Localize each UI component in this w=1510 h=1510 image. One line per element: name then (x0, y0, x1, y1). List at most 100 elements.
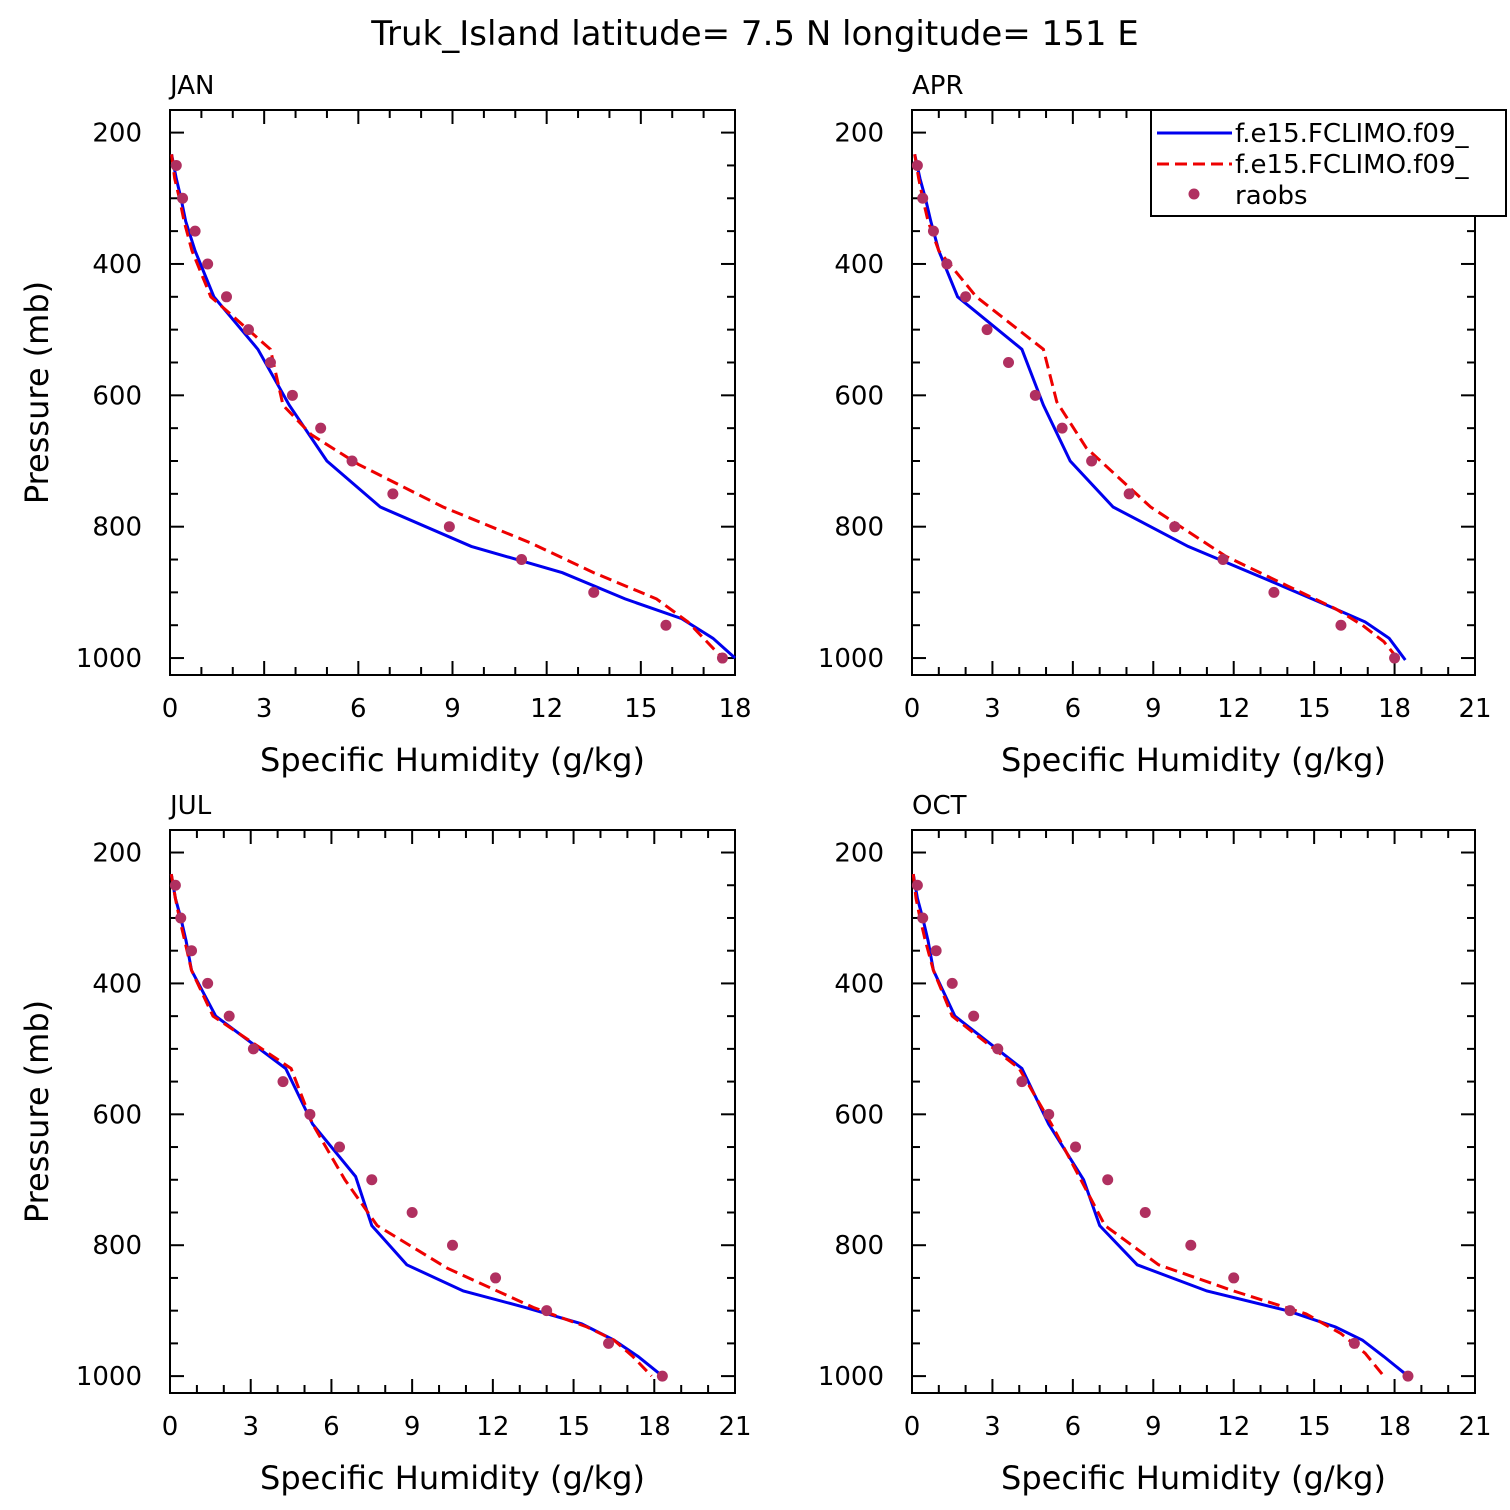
x-tick-label: 12 (1217, 694, 1250, 724)
x-axis-label: Specific Humidity (g/kg) (1001, 1459, 1386, 1497)
x-tick-label: 3 (984, 694, 1001, 724)
y-tick-label: 1000 (818, 1362, 884, 1392)
plot-frame (169, 829, 736, 1394)
series-line-dashed (170, 154, 724, 660)
x-tick-label: 3 (256, 694, 273, 724)
raobs-point (911, 879, 923, 891)
raobs-point (588, 586, 600, 598)
x-tick-label: 6 (1065, 1412, 1082, 1442)
legend-marker (1188, 188, 1200, 200)
x-tick-label: 12 (476, 1412, 509, 1442)
x-tick-label: 15 (557, 1412, 590, 1442)
y-tick-label: 600 (92, 1100, 142, 1130)
x-tick-label: 0 (904, 694, 921, 724)
raobs-point (968, 1010, 980, 1022)
raobs-point (927, 225, 939, 237)
raobs-point (1070, 1141, 1082, 1153)
raobs-point (1016, 1076, 1028, 1088)
raobs-point (189, 225, 201, 237)
y-tick-label: 800 (92, 513, 142, 543)
y-tick-label: 400 (92, 250, 142, 280)
raobs-point (992, 1043, 1004, 1055)
x-tick-label: 15 (1298, 1412, 1331, 1442)
x-tick-label: 18 (638, 1412, 671, 1442)
y-tick-label: 600 (92, 381, 142, 411)
legend-box (1150, 109, 1507, 217)
y-tick-label: 800 (92, 1231, 142, 1261)
x-tick-label: 3 (984, 1412, 1001, 1442)
raobs-point (960, 291, 972, 303)
x-tick-label: 0 (904, 1412, 921, 1442)
x-tick-label: 9 (404, 1412, 421, 1442)
y-axis-label: Pressure (mb) (18, 281, 56, 504)
y-tick-label: 200 (834, 839, 884, 869)
raobs-point (1389, 652, 1401, 664)
raobs-point (656, 1370, 668, 1382)
series-line-solid (169, 873, 664, 1378)
raobs-point (387, 488, 399, 500)
series-line-solid (170, 154, 737, 660)
raobs-point (1402, 1370, 1414, 1382)
raobs-point (917, 912, 929, 924)
raobs-point (1268, 586, 1280, 598)
raobs-point (286, 389, 298, 401)
x-tick-label: 9 (444, 694, 461, 724)
raobs-point (221, 291, 232, 303)
raobs-point (1169, 521, 1181, 533)
y-tick-label: 1000 (76, 644, 142, 674)
x-tick-label: 21 (1458, 694, 1491, 724)
x-tick-label: 9 (1145, 694, 1162, 724)
raobs-point (941, 258, 953, 270)
raobs-point (175, 912, 187, 924)
x-tick-label: 21 (718, 1412, 751, 1442)
legend-label: f.e15.FCLIMO.f09_ (1235, 150, 1469, 180)
raobs-point (490, 1272, 502, 1284)
raobs-point (170, 159, 182, 171)
x-tick-label: 6 (323, 1412, 340, 1442)
x-tick-label: 18 (718, 694, 751, 724)
panel-label: OCT (912, 791, 967, 821)
raobs-point (917, 192, 929, 204)
raobs-point (443, 521, 455, 533)
panel-jul: 0 3 6 9 12 15 18 21 200 400 600 800 1000 JUL Specific … (18, 791, 752, 1497)
x-axis-label: Specific Humidity (g/kg) (1001, 741, 1386, 779)
x-tick-label: 15 (1298, 694, 1331, 724)
raobs-point (716, 652, 728, 664)
x-tick-label: 3 (242, 1412, 259, 1442)
raobs-point (1139, 1206, 1151, 1218)
x-tick-label: 6 (350, 694, 367, 724)
panel-label: JAN (168, 71, 214, 101)
y-tick-label: 400 (834, 969, 884, 999)
series-line-dashed (913, 154, 1399, 659)
y-tick-label: 200 (92, 119, 142, 149)
legend-body: f.e15.FCLIMO.f09_f.e15.FCLIMO.f09_raobs (1150, 109, 1507, 217)
raobs-point (930, 945, 942, 957)
raobs-point (1003, 356, 1015, 368)
series-line-solid (911, 873, 1409, 1378)
raobs-point (169, 879, 181, 891)
panel-label: APR (912, 71, 964, 101)
raobs-point (202, 258, 214, 270)
plot-frame (169, 109, 736, 676)
x-tick-label: 9 (1145, 1412, 1162, 1442)
raobs-point (946, 977, 958, 989)
raobs-point (315, 422, 327, 434)
raobs-point (911, 159, 923, 171)
raobs-point (1123, 488, 1135, 500)
y-tick-label: 1000 (818, 644, 884, 674)
raobs-point (406, 1206, 418, 1218)
y-tick-label: 1000 (76, 1362, 142, 1392)
raobs-point (1217, 554, 1229, 566)
raobs-point (1056, 422, 1068, 434)
raobs-point (304, 1108, 316, 1120)
y-tick-label: 200 (92, 839, 142, 869)
raobs-point (277, 1076, 289, 1088)
plot-frame (911, 829, 1476, 1394)
x-axis-label: Specific Humidity (g/kg) (260, 741, 645, 779)
raobs-point (366, 1174, 378, 1186)
raobs-point (202, 977, 214, 989)
x-axis-label: Specific Humidity (g/kg) (260, 1459, 645, 1497)
x-tick-label: 18 (1378, 694, 1411, 724)
raobs-point (1348, 1337, 1360, 1349)
